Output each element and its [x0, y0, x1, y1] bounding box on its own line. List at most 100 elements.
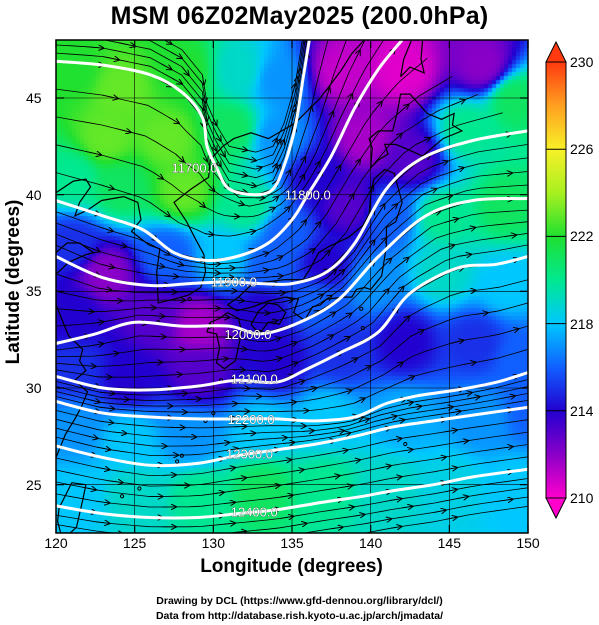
- wind-arrow: [321, 251, 330, 260]
- wind-arrow: [422, 189, 436, 195]
- streamline: [56, 244, 528, 378]
- wind-arrow: [237, 203, 244, 205]
- contour-label: 12300.0: [226, 447, 273, 462]
- coastline-hokkaido: [368, 93, 464, 169]
- wind-arrow: [401, 450, 412, 452]
- y-tick-label: 40: [26, 186, 42, 203]
- wind-arrow: [313, 222, 320, 231]
- streamline: [56, 456, 528, 508]
- wind-arrow: [282, 442, 294, 443]
- wind-arrow: [279, 495, 293, 497]
- wind-arrow: [96, 550, 109, 552]
- wind-arrow: [233, 300, 244, 301]
- wind-arrow: [172, 393, 187, 394]
- wind-arrow: [448, 168, 464, 174]
- colorbar-tick-label: 230: [570, 54, 594, 70]
- wind-arrow: [268, 537, 280, 538]
- wind-arrow: [91, 344, 103, 346]
- wind-arrow: [258, 253, 269, 256]
- wind-arrow: [272, 256, 282, 260]
- wind-arrow: [341, 486, 352, 488]
- chart-title: MSM 06Z02May2025 (200.0hPa): [110, 2, 489, 30]
- wind-arrow: [152, 264, 164, 267]
- wind-arrow: [402, 402, 413, 404]
- wind-arrow: [87, 47, 104, 48]
- wind-arrow: [467, 397, 480, 399]
- wind-arrow: [116, 129, 130, 133]
- wind-arrow: [95, 522, 109, 524]
- contour-12100: [56, 255, 528, 392]
- wind-arrow: [84, 245, 100, 252]
- wind-arrow: [271, 358, 282, 360]
- wind-arrow: [343, 535, 354, 537]
- wind-arrow: [305, 388, 317, 391]
- wind-arrow: [232, 369, 244, 370]
- wind-arrow: [198, 201, 204, 207]
- wind-arrow: [342, 507, 354, 509]
- wind-arrow: [224, 404, 237, 405]
- wind-arrow: [508, 329, 519, 332]
- x-tick-label: 140: [358, 535, 383, 551]
- wind-arrow: [390, 527, 401, 529]
- wind-arrow: [324, 88, 330, 103]
- streamline: [362, 505, 528, 533]
- wind-arrow: [399, 316, 410, 327]
- island-marker: [179, 453, 184, 458]
- island-marker: [359, 306, 364, 311]
- wind-arrow: [217, 133, 221, 141]
- wind-arrow: [283, 207, 290, 214]
- wind-arrow: [445, 489, 457, 491]
- contour-12200: [56, 371, 528, 423]
- wind-arrow: [210, 264, 220, 265]
- island-marker: [119, 494, 125, 499]
- island-marker: [403, 441, 408, 447]
- wind-arrow: [99, 392, 115, 394]
- colorbar-tick-label: 214: [570, 402, 594, 419]
- colorbar-tick-label: 222: [570, 228, 594, 245]
- wind-arrow: [95, 467, 109, 470]
- x-tick-label: 135: [280, 535, 304, 551]
- wind-arrow: [401, 506, 412, 508]
- wind-arrow: [95, 501, 109, 503]
- streamline: [56, 419, 528, 477]
- wind-arrow: [160, 63, 172, 70]
- wind-arrow: [221, 148, 225, 156]
- wind-arrow: [82, 365, 95, 366]
- wind-arrow: [268, 485, 280, 487]
- wind-arrow: [223, 468, 235, 470]
- wind-arrow: [322, 335, 333, 342]
- wind-arrow: [151, 336, 166, 337]
- colorbar-min-arrow: [545, 497, 567, 520]
- wind-arrow: [297, 175, 304, 186]
- wind-arrow: [159, 209, 170, 216]
- wind-arrow: [88, 21, 104, 22]
- wind-arrow: [269, 338, 281, 342]
- wind-arrow: [339, 433, 350, 436]
- contour-11900: [56, 129, 528, 288]
- contour-11700: [56, 40, 311, 197]
- wind-arrow: [246, 159, 256, 161]
- wind-arrow: [286, 171, 290, 180]
- streamline: [56, 40, 309, 187]
- streamline: [56, 478, 528, 528]
- wind-arrow: [118, 43, 135, 46]
- wind-arrow: [445, 517, 457, 519]
- wind-arrow: [91, 322, 103, 324]
- x-tick-label: 125: [122, 535, 147, 551]
- colorbar-max-arrow: [545, 40, 567, 63]
- wind-arrow: [217, 443, 230, 444]
- wind-arrow: [114, 399, 129, 400]
- contour-12300: [56, 405, 528, 468]
- credit-line-1: Drawing by DCL (https://www.gfd-dennou.o…: [156, 595, 443, 607]
- x-tick-label: 145: [437, 535, 462, 551]
- wind-arrow: [378, 259, 391, 271]
- wind-arrow: [105, 353, 118, 355]
- wind-arrow: [243, 433, 255, 434]
- wind-arrow: [444, 219, 458, 223]
- colorbar: [545, 40, 567, 520]
- contour-label: 11900.0: [211, 275, 257, 290]
- wind-arrow: [246, 231, 255, 233]
- wind-arrow: [390, 134, 402, 144]
- wind-arrow: [305, 40, 307, 49]
- credit-line-2: Data from http://database.rish.kyoto-u.a…: [155, 610, 444, 622]
